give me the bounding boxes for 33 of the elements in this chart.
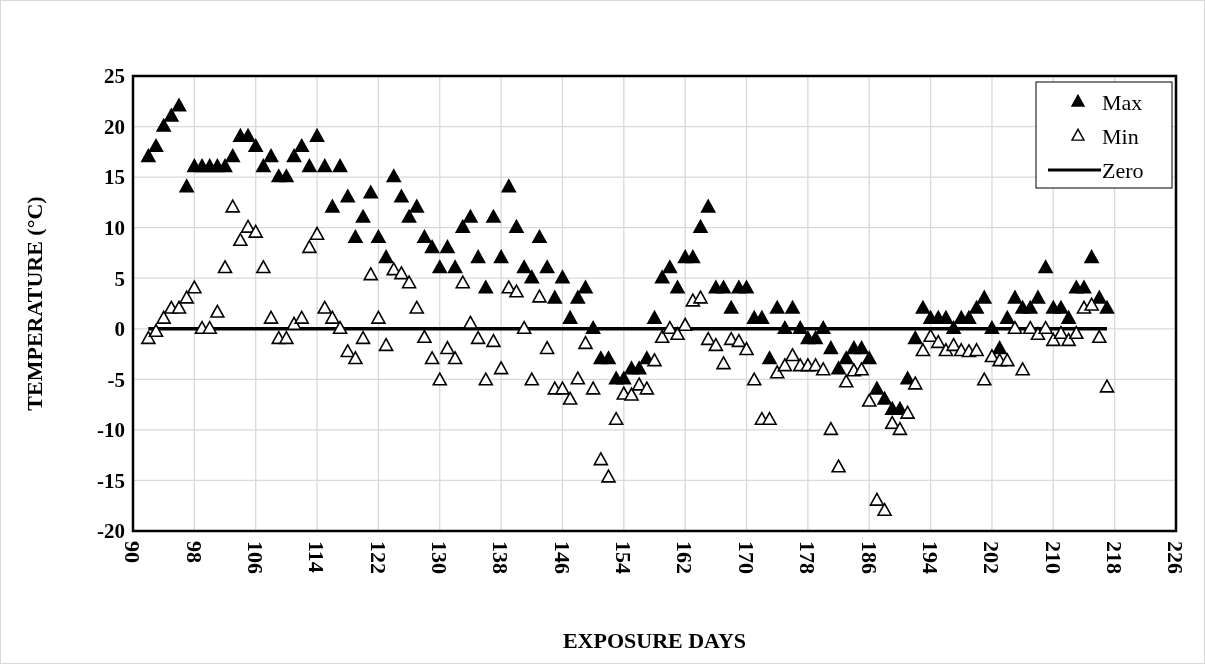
y-tick-label: 0 <box>114 317 125 342</box>
x-tick-label: 170 <box>733 541 759 574</box>
y-tick-label: -15 <box>97 468 125 493</box>
x-tick-label: 146 <box>549 541 575 574</box>
y-tick-label: -20 <box>97 519 125 544</box>
y-tick-label: 5 <box>114 266 125 291</box>
x-tick-label: 162 <box>672 541 698 574</box>
x-tick-label: 186 <box>856 541 882 574</box>
x-tick-label: 98 <box>181 541 207 563</box>
y-tick-label: -10 <box>97 418 125 443</box>
y-tick-label: 20 <box>104 114 125 139</box>
x-tick-label: 122 <box>365 541 391 574</box>
x-tick-label: 106 <box>243 541 269 574</box>
x-tick-label: 226 <box>1163 541 1189 574</box>
x-tick-label: 130 <box>427 541 453 574</box>
x-axis-title: EXPOSURE DAYS <box>562 628 747 653</box>
x-tick-label: 178 <box>795 541 821 574</box>
x-tick-label: 90 <box>120 541 146 563</box>
legend-label: Max <box>1102 89 1143 115</box>
x-tick-label: 202 <box>979 541 1005 574</box>
y-tick-label: 25 <box>104 64 125 89</box>
y-tick-label: 15 <box>104 165 125 190</box>
x-tick-label: 218 <box>1101 541 1127 574</box>
x-tick-label: 210 <box>1040 541 1066 574</box>
legend-label: Min <box>1102 123 1139 149</box>
x-tick-label: 114 <box>304 541 330 573</box>
x-tick-label: 154 <box>611 541 637 574</box>
x-tick-label: 138 <box>488 541 514 574</box>
legend-label: Zero <box>1102 157 1144 183</box>
x-tick-label: 194 <box>917 541 943 574</box>
y-tick-label: 10 <box>104 216 125 241</box>
y-axis-title: TEMPERATURE (°C) <box>22 196 47 411</box>
y-tick-label: -5 <box>107 367 125 392</box>
